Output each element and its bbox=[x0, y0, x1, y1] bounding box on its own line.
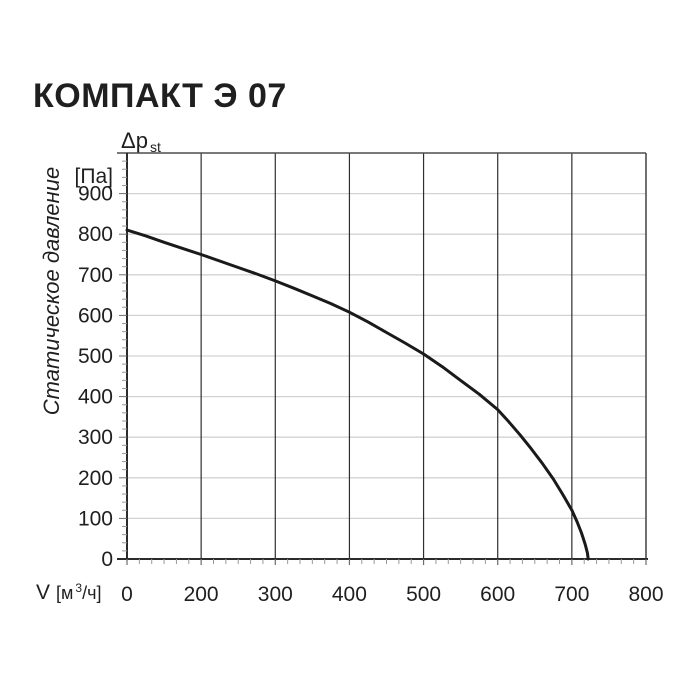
x-tick-label: 300 bbox=[258, 583, 293, 606]
x-tick-label: 400 bbox=[332, 583, 367, 606]
y-tick-label: 700 bbox=[78, 264, 113, 287]
y-tick-label: 0 bbox=[101, 548, 113, 571]
flow-axis-label: V [м 3/ч] bbox=[36, 581, 101, 605]
y-tick-label: 500 bbox=[78, 345, 113, 368]
y-tick-label: 300 bbox=[78, 426, 113, 449]
x-tick-label: 800 bbox=[628, 583, 663, 606]
pressure-symbol: Δp bbox=[121, 128, 148, 153]
flow-unit-open: [м bbox=[56, 583, 74, 603]
x-tick-label: 500 bbox=[406, 583, 441, 606]
fan-curve bbox=[125, 228, 590, 561]
flow-symbol: V bbox=[36, 581, 51, 604]
pressure-unit-label: [Па] bbox=[74, 165, 113, 188]
flow-unit-superscript: 3 bbox=[75, 581, 83, 595]
y-tick-label: 400 bbox=[78, 386, 113, 409]
pressure-symbol-subscript: st bbox=[149, 139, 161, 155]
page-title: КОМПАКТ Э 07 bbox=[33, 77, 287, 115]
x-tick-label: 200 bbox=[184, 583, 219, 606]
y-tick-label: 800 bbox=[78, 223, 113, 246]
pressure-axis-label: Δp st bbox=[121, 128, 161, 155]
flow-unit-close: /ч] bbox=[82, 583, 102, 603]
x-tick-label: 0 bbox=[121, 583, 133, 606]
y-tick-label: 200 bbox=[78, 467, 113, 490]
x-tick-label: 700 bbox=[554, 583, 589, 606]
y-tick-label: 100 bbox=[78, 507, 113, 530]
y-tick-label: 600 bbox=[78, 304, 113, 327]
y-tick-label: 900 bbox=[78, 183, 113, 206]
x-tick-label: 600 bbox=[480, 583, 515, 606]
